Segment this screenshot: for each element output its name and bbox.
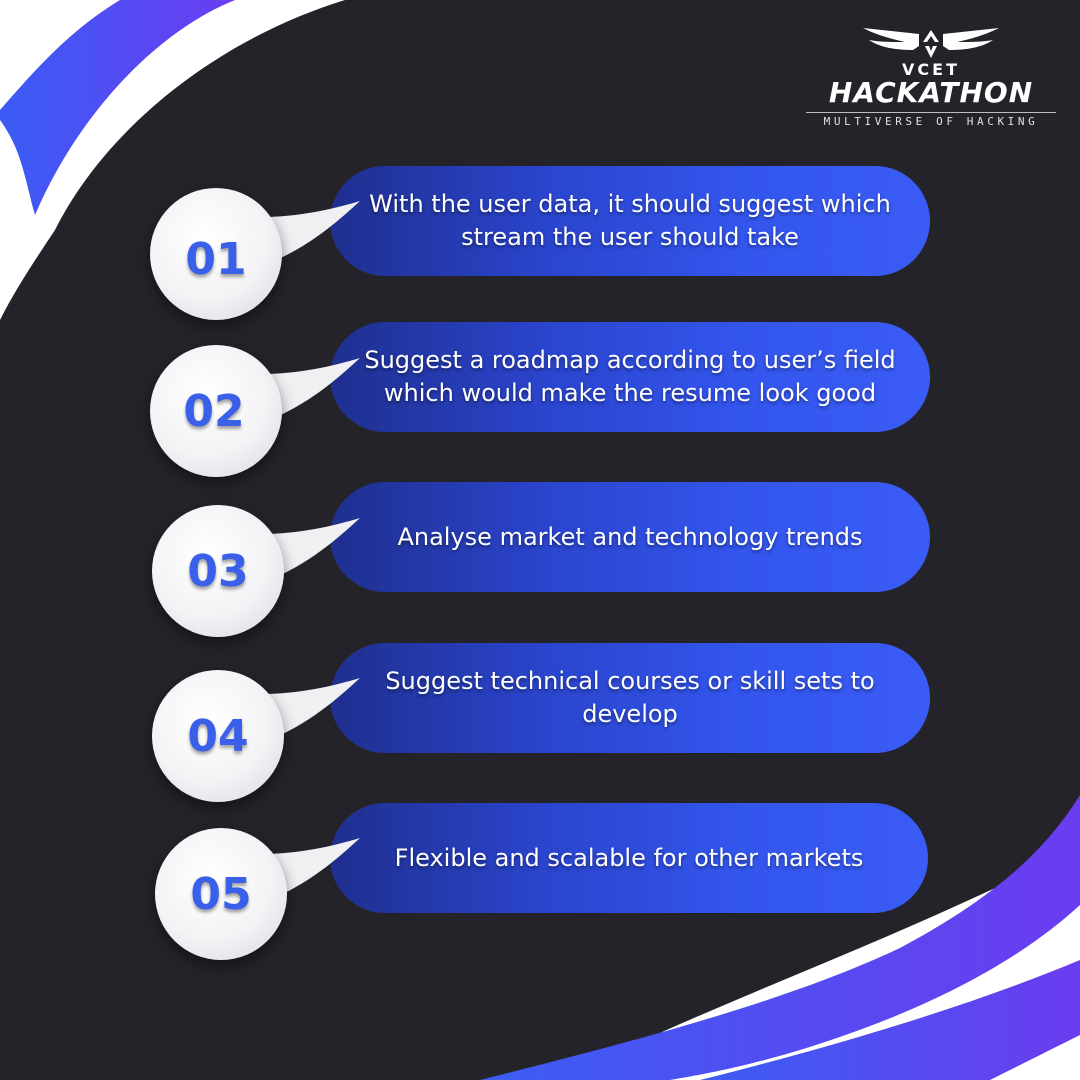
logo-hackathon-text: HACKATHON bbox=[828, 76, 1034, 109]
item-text: Flexible and scalable for other markets bbox=[394, 843, 864, 872]
list-item: With the user data, it should suggest wh… bbox=[0, 163, 1080, 323]
number-circle bbox=[150, 345, 282, 477]
number-circle bbox=[150, 188, 282, 320]
item-text: Suggest a roadmap according to user’s fi… bbox=[364, 346, 896, 407]
item-text-pill: Suggest a roadmap according to user’s fi… bbox=[330, 322, 930, 432]
list-item: Flexible and scalable for other markets … bbox=[0, 800, 1080, 960]
list-item: Suggest a roadmap according to user’s fi… bbox=[0, 320, 1080, 480]
item-text-pill: Analyse market and technology trends bbox=[330, 482, 930, 592]
logo-vcet-text: VCET bbox=[902, 60, 960, 79]
item-text: With the user data, it should suggest wh… bbox=[369, 190, 891, 251]
number-circle bbox=[155, 828, 287, 960]
item-number: 04 bbox=[187, 710, 249, 762]
list-item: Suggest technical courses or skill sets … bbox=[0, 640, 1080, 802]
logo-tagline: MULTIVERSE OF HACKING bbox=[823, 115, 1039, 128]
number-circle bbox=[152, 670, 284, 802]
item-text-pill: Suggest technical courses or skill sets … bbox=[330, 643, 930, 753]
item-number: 02 bbox=[183, 385, 245, 437]
hackathon-logo: VCET HACKATHON MULTIVERSE OF HACKING bbox=[800, 24, 1062, 144]
item-text: Suggest technical courses or skill sets … bbox=[385, 667, 875, 728]
wings-emblem-icon bbox=[863, 28, 999, 58]
item-number: 03 bbox=[187, 545, 249, 597]
item-text-pill: Flexible and scalable for other markets bbox=[330, 803, 928, 913]
item-text-pill: With the user data, it should suggest wh… bbox=[330, 166, 930, 276]
number-circle bbox=[152, 505, 284, 637]
item-number: 05 bbox=[190, 868, 252, 920]
item-text: Analyse market and technology trends bbox=[397, 522, 863, 551]
logo-divider bbox=[806, 112, 1056, 113]
item-number: 01 bbox=[185, 233, 247, 285]
list-item: Analyse market and technology trends 03 bbox=[0, 480, 1080, 640]
